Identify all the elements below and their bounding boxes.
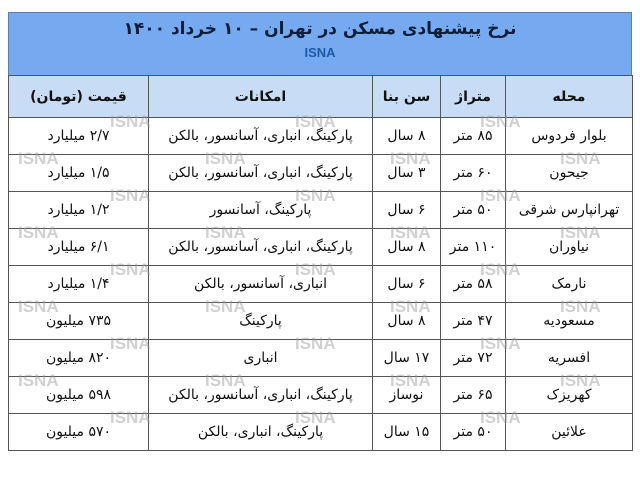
cell-building-age: ۳ سال (372, 154, 441, 192)
cell-area: ۷۲ متر (440, 339, 506, 377)
cell-neighborhood: تهرانپارس شرقی (505, 191, 633, 229)
table-row: کهریزک ۶۵ متر نوساز پارکینگ، انباری، آسانسو… (8, 376, 633, 414)
cell-amenities: پارکینگ، انباری، آسانسور، بالکن (148, 376, 373, 414)
cell-neighborhood: بلوار فردوس (505, 117, 633, 155)
cell-neighborhood: نارمک (505, 265, 633, 303)
table-row: بلوار فردوس ۸۵ متر ۸ سال پارکینگ، انباری، آ… (8, 117, 633, 155)
cell-area: ۶۵ متر (440, 376, 506, 414)
cell-amenities: پارکینگ، انباری، آسانسور، بالکن (148, 117, 373, 155)
header-neighborhood: محله (505, 75, 633, 118)
cell-neighborhood: افسریه (505, 339, 633, 377)
table-row: افسریه ۷۲ متر ۱۷ سال انباری ۸۲۰ میلیون (8, 339, 633, 377)
table-title: نرخ پیشنهادی مسکن در تهران – ۱۰ خرداد ۱۴… (123, 19, 517, 39)
cell-area: ۸۵ متر (440, 117, 506, 155)
cell-building-age: ۱۵ سال (372, 413, 441, 451)
cell-building-age: ۸ سال (372, 117, 441, 155)
cell-price: ۵۹۸ میلیون (8, 376, 149, 414)
cell-price: ۵۷۰ میلیون (8, 413, 149, 451)
cell-amenities: پارکینگ، انباری، آسانسور، بالکن (148, 154, 373, 192)
cell-amenities: پارکینگ، آسانسور (148, 191, 373, 229)
cell-area: ۵۰ متر (440, 191, 506, 229)
cell-area: ۴۷ متر (440, 302, 506, 340)
price-table-container: نرخ پیشنهادی مسکن در تهران – ۱۰ خرداد ۱۴… (8, 12, 633, 451)
table-row: نارمک ۵۸ متر ۶ سال انباری، آسانسور، بالکن ۱/… (8, 265, 633, 303)
cell-price: ۱/۲ میلیارد (8, 191, 149, 229)
header-building-age: سن بنا (372, 75, 441, 118)
cell-neighborhood: جیحون (505, 154, 633, 192)
cell-neighborhood: مسعودیه (505, 302, 633, 340)
cell-price: ۸۲۰ میلیون (8, 339, 149, 377)
header-amenities: امکانات (148, 75, 373, 118)
table-row: مسعودیه ۴۷ متر ۸ سال پارکینگ ۷۳۵ میلیون (8, 302, 633, 340)
cell-building-age: ۶ سال (372, 191, 441, 229)
header-row: محله متراژ سن بنا امکانات قیمت (تومان) (8, 75, 633, 118)
cell-neighborhood: کهریزک (505, 376, 633, 414)
cell-area: ۵۰ متر (440, 413, 506, 451)
cell-price: ۷۳۵ میلیون (8, 302, 149, 340)
cell-building-age: ۸ سال (372, 228, 441, 266)
cell-price: ۱/۵ میلیارد (8, 154, 149, 192)
header-area: متراژ (440, 75, 506, 118)
table-row: علائین ۵۰ متر ۱۵ سال پارکینگ، انباری، بالکن… (8, 413, 633, 451)
table-row: جیحون ۶۰ متر ۳ سال پارکینگ، انباری، آسانسور… (8, 154, 633, 192)
cell-building-age: ۶ سال (372, 265, 441, 303)
cell-building-age: نوساز (372, 376, 441, 414)
cell-amenities: انباری، آسانسور، بالکن (148, 265, 373, 303)
cell-price: ۲/۷ میلیارد (8, 117, 149, 155)
cell-building-age: ۱۷ سال (372, 339, 441, 377)
cell-amenities: پارکینگ، انباری، بالکن (148, 413, 373, 451)
title-band: نرخ پیشنهادی مسکن در تهران – ۱۰ خرداد ۱۴… (8, 12, 632, 75)
housing-price-table: محله متراژ سن بنا امکانات قیمت (تومان) بلوار… (8, 75, 633, 451)
cell-amenities: پارکینگ (148, 302, 373, 340)
table-row: تهرانپارس شرقی ۵۰ متر ۶ سال پارکینگ، آسانسو… (8, 191, 633, 229)
cell-area: ۱۱۰ متر (440, 228, 506, 266)
cell-price: ۱/۴ میلیارد (8, 265, 149, 303)
cell-area: ۵۸ متر (440, 265, 506, 303)
cell-amenities: پارکینگ، انباری، آسانسور، بالکن (148, 228, 373, 266)
cell-price: ۶/۱ میلیارد (8, 228, 149, 266)
cell-neighborhood: علائین (505, 413, 633, 451)
cell-amenities: انباری (148, 339, 373, 377)
cell-building-age: ۸ سال (372, 302, 441, 340)
header-price: قیمت (تومان) (8, 75, 149, 118)
source-label: ISNA (304, 45, 336, 60)
table-row: نیاوران ۱۱۰ متر ۸ سال پارکینگ، انباری، آسان… (8, 228, 633, 266)
cell-neighborhood: نیاوران (505, 228, 633, 266)
cell-area: ۶۰ متر (440, 154, 506, 192)
